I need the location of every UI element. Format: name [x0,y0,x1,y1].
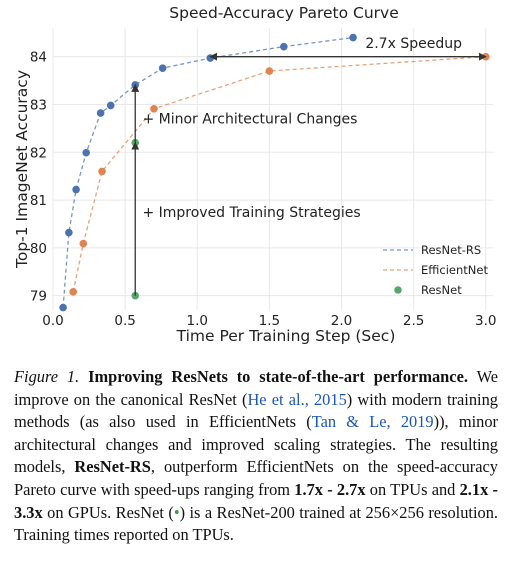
data-point [82,148,90,157]
chart-title: Speed-Accuracy Pareto Curve [169,4,398,22]
citation-link[interactable]: He et al., 2015 [247,389,347,409]
x-tick-label: 2.5 [403,313,424,329]
caption-text: ) with modern training methods (as also … [14,389,498,432]
legend-label: ResNet [421,283,462,297]
data-point [150,104,158,113]
figure-caption: Figure 1. Improving ResNets to state-of-… [14,366,498,547]
tpu-speedup: 1.7x - 2.7x [294,479,366,499]
x-tick-label: 2.0 [331,313,352,329]
data-point [79,239,88,248]
annotation-label: 2.7x Speedup [365,36,462,52]
data-point [98,167,106,176]
y-tick-label: 84 [30,50,47,66]
y-tick-label: 83 [30,97,47,113]
data-point [349,33,357,42]
y-axis-label: Top-1 ImageNet Accuracy [13,70,31,269]
caption-title: Improving ResNets to state-of-the-art pe… [88,367,468,386]
data-point [96,109,105,117]
y-tick-label: 80 [30,241,47,257]
y-tick-label: 79 [30,289,47,305]
model-name: ResNet-RS [74,457,151,477]
annotation-label: + Minor Architectural Changes [142,112,357,128]
x-tick-label: 1.0 [187,313,208,329]
data-point [72,185,80,194]
caption-text: We improve on the canonical ResNet ( [14,367,498,409]
data-point [280,42,288,51]
y-tick-label: 81 [30,193,47,209]
data-point [265,67,274,75]
legend-swatch [394,286,402,294]
caption-text: ) is a ResNet-200 trained at 256×256 res… [14,502,498,545]
data-point [106,101,115,110]
caption-text: on GPUs. ResNet ( [42,502,174,522]
data-point [158,64,167,72]
pareto-chart: 2.7x Speedup + Minor Architectural Change… [13,4,497,345]
data-point [206,54,215,62]
data-point [69,288,77,296]
y-tick-label: 82 [30,145,47,161]
legend-label: ResNet-RS [421,243,481,257]
speed-accuracy-figure: 2.7x Speedup + Minor Architectural Change… [13,4,497,345]
x-tick-label: 0.5 [114,313,135,329]
x-tick-label: 3.0 [475,313,496,329]
gpu-speedup: 2.1x - 3.3x [14,479,498,522]
caption-text: )), minor architectural changes and impr… [14,412,498,477]
caption-label: Figure 1. [14,367,80,386]
legend-label: EfficientNet [421,263,488,277]
legend: ResNet-RS EfficientNet ResNet [383,243,488,297]
caption-text: on TPUs and [365,479,460,499]
annotation-label: + Improved Training Strategies [142,205,360,221]
resnet-dot-icon: • [173,502,180,522]
x-axis-label: Time Per Training Step (Sec) [176,327,396,345]
citation-link[interactable]: Tan & Le, 2019 [311,412,434,432]
series-line-1 [72,56,486,292]
x-tick-label: 1.5 [259,313,280,329]
data-point [59,303,67,312]
plot-area [53,28,493,310]
data-point [65,228,73,237]
caption-text: , outperform EfficientNets on the speed-… [14,457,498,499]
x-tick-label: 0.0 [42,313,63,329]
